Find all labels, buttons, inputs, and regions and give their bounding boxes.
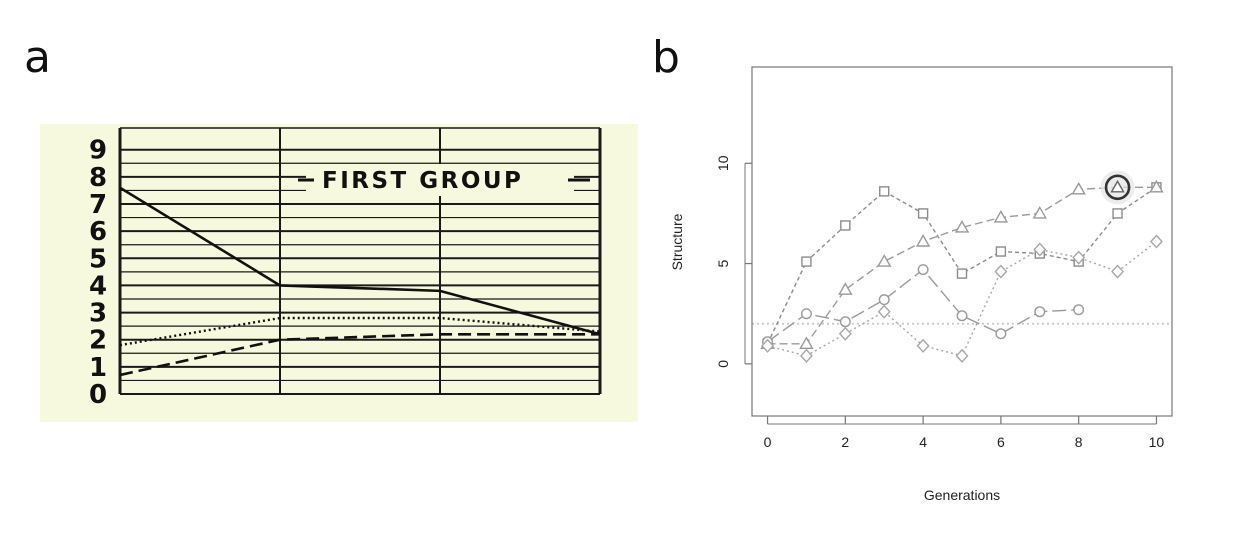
chart-b-highlight <box>1100 170 1135 205</box>
series-line-triangle <box>767 186 1157 345</box>
chart-a-title-bg <box>306 164 574 196</box>
marker-diamond <box>838 326 852 341</box>
marker-triangle <box>993 210 1009 223</box>
chart-b-y-ticks: 0 5 10 <box>715 155 752 368</box>
panel-label-b: b <box>652 32 680 83</box>
panel-label-a: a <box>24 32 51 83</box>
chart-a-series <box>119 186 601 377</box>
y-tick-label: 5 <box>89 244 107 274</box>
marker-square <box>1112 208 1123 219</box>
marker-diamond <box>994 264 1008 279</box>
y-tick-label: 3 <box>89 299 107 329</box>
marker-triangle <box>799 336 814 349</box>
series-diamond <box>761 234 1163 363</box>
marker-triangle <box>877 254 892 267</box>
marker-square <box>840 220 851 231</box>
y-tick-label: 6 <box>89 217 107 247</box>
series-line-square <box>766 186 1157 345</box>
x-tick-label: 2 <box>841 434 849 450</box>
y-tick-label: 0 <box>89 380 107 410</box>
marker-circle <box>839 316 851 328</box>
marker-circle <box>995 328 1007 340</box>
marker-square <box>956 268 968 279</box>
chart-a-title: FIRST GROUP <box>322 168 523 194</box>
marker-square <box>917 208 929 219</box>
marker-square <box>879 186 890 197</box>
chart-b-plot-frame <box>751 66 1173 417</box>
x-tick-label: 6 <box>997 434 1005 450</box>
y-tick-label: 0 <box>715 360 731 368</box>
chart-b-x-ticks: 0 2 4 6 8 10 <box>764 416 1165 450</box>
series-line-solid <box>119 186 601 336</box>
y-tick-label: 5 <box>715 259 731 267</box>
marker-diamond <box>1149 234 1163 249</box>
marker-diamond <box>1111 264 1125 279</box>
y-tick-label: 8 <box>89 163 107 193</box>
marker-square <box>995 246 1007 257</box>
series-line-dashed <box>119 332 600 377</box>
marker-diamond <box>955 348 969 363</box>
marker-diamond <box>877 304 891 319</box>
marker-diamond <box>1033 242 1047 257</box>
marker-square <box>801 256 812 267</box>
marker-triangle <box>915 234 931 247</box>
x-tick-label: 10 <box>1149 434 1165 450</box>
chart-b-y-label: Structure <box>669 213 685 270</box>
y-tick-label: 7 <box>89 190 107 220</box>
y-tick-label: 4 <box>89 271 107 301</box>
marker-triangle <box>1032 206 1047 219</box>
x-tick-label: 4 <box>919 434 927 450</box>
marker-triangle <box>954 220 970 233</box>
marker-diamond <box>1072 250 1086 265</box>
y-tick-label: 9 <box>89 136 107 166</box>
chart-a-title-box: FIRST GROUP <box>298 164 590 196</box>
x-tick-label: 0 <box>764 434 772 450</box>
marker-diamond <box>916 338 930 353</box>
marker-circle <box>956 310 968 322</box>
chart-b-x-label: Generations <box>924 487 1000 503</box>
y-tick-label: 10 <box>715 155 731 171</box>
marker-circle <box>1073 304 1085 316</box>
marker-circle <box>917 264 929 276</box>
marker-circle <box>800 308 812 320</box>
series-line-diamond <box>767 240 1157 357</box>
series-line-dotted <box>119 316 601 347</box>
marker-circle <box>878 294 890 306</box>
marker-triangle <box>1110 179 1125 193</box>
marker-triangle <box>1149 179 1164 193</box>
marker-diamond <box>761 338 775 353</box>
y-tick-label: 2 <box>89 326 107 356</box>
chart-b: 0 2 4 6 8 10 0 5 10 Generations Structure <box>669 66 1173 503</box>
marker-triangle <box>838 282 853 295</box>
y-tick-label: 1 <box>89 353 107 383</box>
series-line-circle <box>767 268 1079 343</box>
series-circle <box>762 264 1085 348</box>
chart-b-series <box>760 179 1164 363</box>
marker-circle <box>1034 306 1046 318</box>
marker-triangle <box>1071 181 1086 195</box>
x-tick-label: 8 <box>1075 434 1083 450</box>
marker-diamond <box>799 348 813 363</box>
highlight-ring <box>1104 174 1131 201</box>
